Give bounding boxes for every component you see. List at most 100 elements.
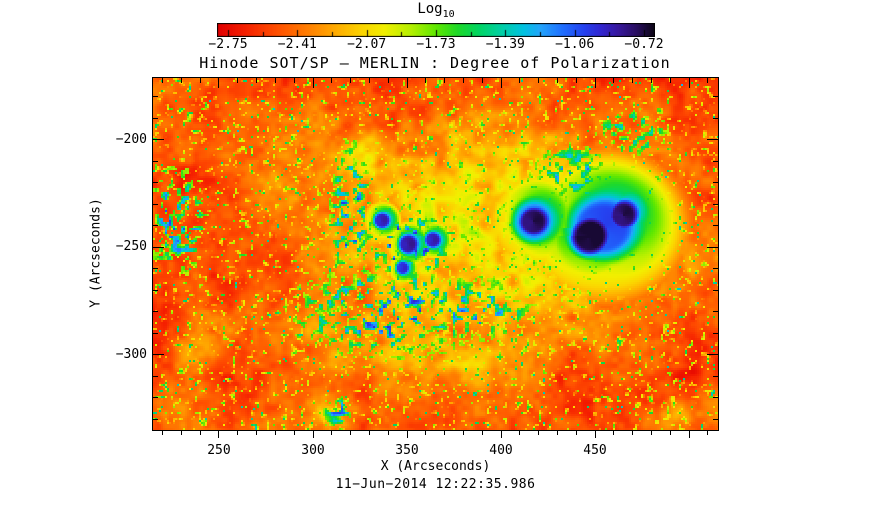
axis-tick bbox=[713, 117, 718, 119]
colorbar-tick-label: −2.07 bbox=[347, 37, 387, 52]
axis-tick bbox=[688, 431, 690, 438]
axis-tick bbox=[237, 431, 239, 435]
axis-tick bbox=[688, 78, 690, 88]
axis-tick bbox=[293, 431, 295, 435]
axis-tick bbox=[387, 431, 389, 435]
axis-tick bbox=[707, 246, 718, 248]
axis-tick bbox=[218, 78, 220, 88]
x-tick-label: 450 bbox=[583, 443, 607, 458]
plot-frame bbox=[152, 77, 719, 431]
axis-tick bbox=[331, 78, 333, 83]
axis-tick bbox=[481, 431, 483, 435]
axis-tick bbox=[500, 431, 502, 438]
axis-tick bbox=[519, 78, 521, 83]
axis-tick bbox=[406, 431, 408, 438]
x-tick-label: 400 bbox=[489, 443, 513, 458]
x-axis-label: X (Arcseconds) bbox=[380, 459, 491, 474]
axis-tick bbox=[713, 96, 718, 98]
axis-tick bbox=[462, 431, 464, 435]
axis-tick bbox=[444, 78, 446, 83]
axis-tick bbox=[713, 225, 718, 227]
x-tick-label: 300 bbox=[301, 443, 325, 458]
axis-tick bbox=[199, 78, 201, 83]
axis-tick bbox=[153, 418, 158, 420]
axis-tick bbox=[162, 431, 164, 435]
colorbar-tick-label: −0.72 bbox=[624, 37, 664, 52]
axis-tick bbox=[350, 78, 352, 83]
axis-tick bbox=[713, 160, 718, 162]
axis-tick bbox=[462, 78, 464, 83]
axis-tick bbox=[632, 431, 634, 435]
axis-tick bbox=[312, 431, 314, 438]
axis-tick bbox=[180, 431, 182, 435]
axis-tick bbox=[650, 431, 652, 435]
axis-tick bbox=[153, 354, 164, 356]
axis-tick bbox=[153, 289, 158, 291]
axis-tick bbox=[713, 418, 718, 420]
colorbar-tick-label: −1.73 bbox=[416, 37, 456, 52]
axis-tick bbox=[387, 78, 389, 83]
axis-tick bbox=[538, 431, 540, 435]
axis-tick bbox=[153, 182, 158, 184]
axis-tick bbox=[425, 431, 427, 435]
plot-title: Hinode SOT/SP — MERLIN : Degree of Polar… bbox=[199, 54, 671, 72]
axis-tick bbox=[500, 78, 502, 88]
axis-tick bbox=[707, 78, 709, 83]
axis-tick bbox=[613, 431, 615, 435]
axis-tick bbox=[713, 182, 718, 184]
axis-tick bbox=[153, 375, 158, 377]
x-tick-label: 350 bbox=[395, 443, 419, 458]
axis-tick bbox=[669, 78, 671, 83]
axis-tick bbox=[293, 78, 295, 83]
colorbar-title: Log10 bbox=[217, 1, 655, 20]
axis-tick bbox=[180, 78, 182, 83]
axis-tick bbox=[153, 139, 164, 141]
axis-tick bbox=[594, 431, 596, 438]
axis-tick bbox=[481, 78, 483, 83]
axis-tick bbox=[594, 78, 596, 88]
y-tick-label: −250 bbox=[115, 239, 147, 255]
axis-tick bbox=[444, 431, 446, 435]
colorbar-gradient bbox=[217, 23, 655, 37]
axis-tick bbox=[256, 431, 258, 435]
axis-tick bbox=[368, 78, 370, 83]
y-tick-label: −200 bbox=[115, 131, 147, 147]
axis-tick bbox=[350, 431, 352, 435]
axis-tick bbox=[312, 78, 314, 88]
axis-tick bbox=[519, 431, 521, 435]
axis-tick bbox=[153, 311, 158, 313]
axis-tick bbox=[153, 397, 158, 399]
axis-tick bbox=[556, 78, 558, 83]
axis-tick bbox=[368, 431, 370, 435]
axis-tick bbox=[713, 311, 718, 313]
axis-tick bbox=[669, 431, 671, 435]
axis-tick bbox=[632, 78, 634, 83]
axis-tick bbox=[713, 375, 718, 377]
axis-tick bbox=[713, 289, 718, 291]
axis-tick bbox=[713, 397, 718, 399]
axis-tick bbox=[556, 431, 558, 435]
axis-tick bbox=[237, 78, 239, 83]
axis-tick bbox=[274, 78, 276, 83]
axis-tick bbox=[713, 332, 718, 334]
axis-tick bbox=[538, 78, 540, 83]
observation-timestamp: 11−Jun−2014 12:22:35.986 bbox=[335, 477, 536, 492]
polarization-heatmap bbox=[153, 78, 718, 430]
axis-tick bbox=[153, 268, 158, 270]
axis-tick bbox=[218, 431, 220, 438]
x-tick-label: 250 bbox=[207, 443, 231, 458]
axis-tick bbox=[613, 78, 615, 83]
colorbar-tick-label: −1.06 bbox=[555, 37, 595, 52]
axis-tick bbox=[162, 78, 164, 83]
colorbar-title-text: Log bbox=[417, 1, 443, 17]
axis-tick bbox=[331, 431, 333, 435]
axis-tick bbox=[153, 225, 158, 227]
axis-tick bbox=[153, 96, 158, 98]
axis-tick bbox=[707, 139, 718, 141]
colorbar-tick-label: −2.41 bbox=[277, 37, 317, 52]
colorbar-tick-label: −1.39 bbox=[485, 37, 525, 52]
axis-tick bbox=[713, 203, 718, 205]
axis-tick bbox=[153, 332, 158, 334]
y-tick-label: −300 bbox=[115, 346, 147, 362]
